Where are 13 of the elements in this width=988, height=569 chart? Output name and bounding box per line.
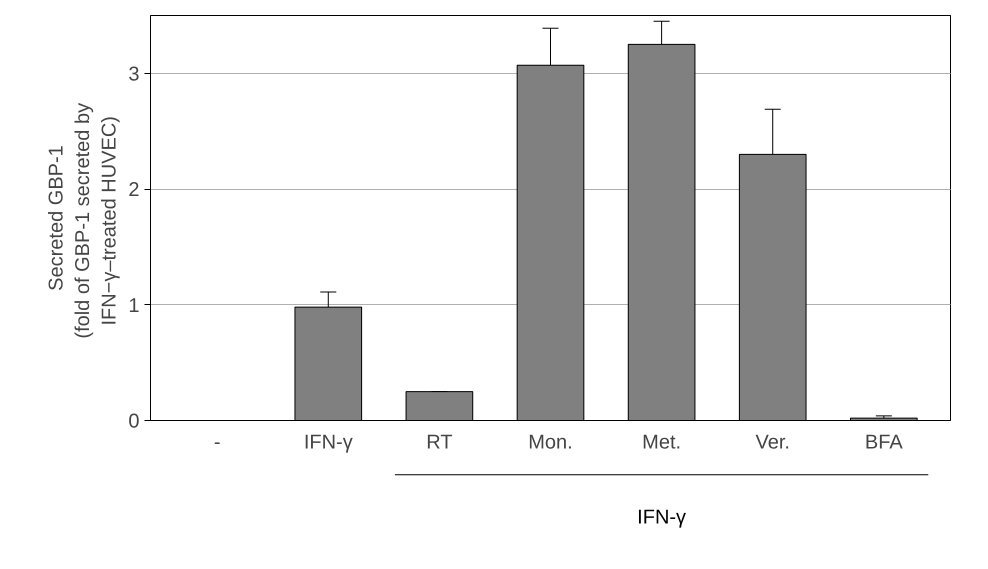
y-tick-label: 1	[128, 294, 140, 317]
x-tick-label: IFN-γ	[304, 432, 353, 454]
y-tick-label: 2	[128, 179, 140, 202]
x-tick-label: RT	[426, 432, 453, 454]
x-tick-label: Met.	[642, 432, 682, 454]
x-tick-label: -	[214, 432, 221, 454]
x-tick-label: Mon.	[528, 432, 573, 454]
y-tick-label: 3	[128, 63, 140, 86]
y-tick-label: 0	[128, 410, 140, 432]
y-axis-title: Secreted GBP-1 (fold of GBP-1 secreted by IFN−γ–treated HUVEC)	[46, 102, 120, 339]
x-tick-label: Ver.	[755, 432, 790, 454]
text: IFN-γ	[637, 506, 686, 528]
x-tick-label: BFA	[864, 432, 904, 454]
